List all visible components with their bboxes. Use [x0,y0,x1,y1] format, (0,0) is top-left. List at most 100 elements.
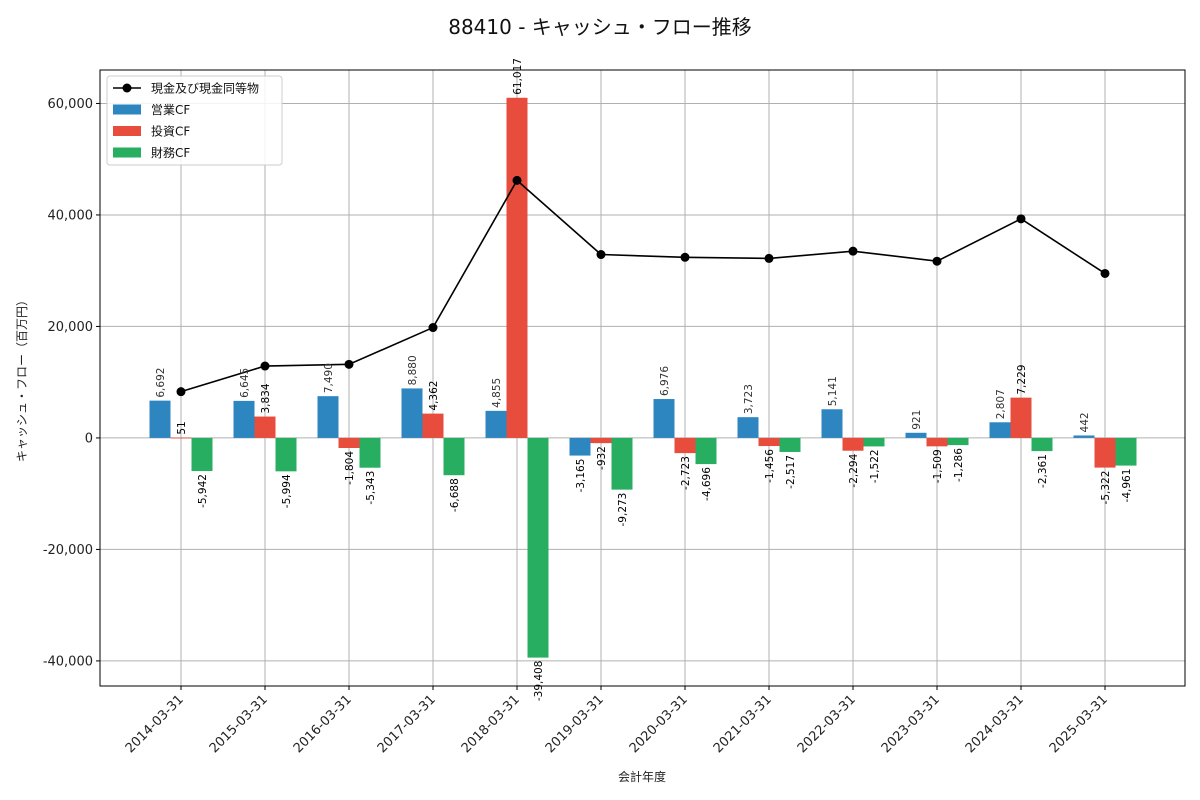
data-labels: 6,692 6,645 7,490 8,880 4,855 -3,165 6,976 3,72… [155,58,1133,701]
data-label: 4,855 [491,378,503,408]
data-label: 7,229 [1016,365,1028,395]
cash-line-point [428,323,438,333]
y-tick-label: 40,000 [48,208,94,223]
data-label: -1,804 [344,451,356,485]
x-tick-label: 2015-03-31 [207,692,271,756]
bar [527,437,549,658]
bar [443,437,465,476]
bar [926,437,948,447]
cash-line-point [260,361,270,371]
data-label: -2,723 [680,456,692,490]
bar [569,437,591,456]
data-label: 2,807 [995,389,1007,419]
y-tick-label: 20,000 [48,320,94,335]
bar [170,437,192,439]
legend-box [106,75,283,166]
x-tick-label: 2017-03-31 [375,692,439,756]
bar [821,409,843,438]
x-tick-label: 2024-03-31 [963,692,1027,756]
bar [905,432,927,438]
data-label: -1,456 [764,449,776,483]
cash-line-point [176,387,186,397]
cash-line-point [1016,214,1026,224]
data-label: -2,294 [848,453,860,487]
data-label: 3,723 [743,384,755,414]
x-tick-label: 2018-03-31 [459,692,523,756]
y-axis-label: キャッシュ・フロー（百万円） [15,294,29,462]
cash-line-point [1100,268,1110,278]
data-label: 6,692 [155,368,167,398]
bar [863,437,885,447]
bar [653,399,675,438]
bars [149,97,1137,658]
data-label: -39,408 [533,661,545,702]
bar [1115,437,1137,466]
x-axis-label: 会計年度 [618,769,666,784]
data-label: 8,880 [407,355,419,385]
bar [758,437,780,447]
bar [233,400,255,438]
cash-line-point [512,175,522,185]
cash-line-point [680,252,690,262]
bar [359,437,381,468]
legend-marker [122,83,132,93]
bar [1031,437,1053,452]
bar [275,437,297,472]
cash-line-point [344,359,354,369]
x-tick-label: 2019-03-31 [543,692,607,756]
data-label: 3,834 [260,383,272,413]
data-label: -4,696 [701,467,713,501]
x-tick-label: 2014-03-31 [123,692,187,756]
data-label: -9,273 [617,493,629,527]
data-label: -2,517 [785,455,797,489]
x-tick-label: 2021-03-31 [711,692,775,756]
y-tick-label: 0 [85,431,93,446]
y-tick-label: -20,000 [43,543,93,558]
x-tick-label: 2023-03-31 [879,692,943,756]
legend-label: 現金及び現金同等物 [151,81,259,96]
data-label: -5,994 [281,474,293,508]
data-label: -932 [596,446,608,470]
bar [191,437,213,472]
bar [317,396,339,438]
cash-line-point [932,256,942,266]
bar [947,437,969,446]
bar [254,416,276,438]
data-label: -1,522 [869,449,881,483]
data-label: 442 [1079,412,1091,432]
data-label: -6,688 [449,478,461,512]
chart-title: 88410 - キャッシュ・フロー推移 [448,15,752,39]
data-label: -5,343 [365,471,377,505]
bar [674,437,696,454]
x-tick-label: 2020-03-31 [627,692,691,756]
bar [422,413,444,438]
legend-swatch [113,126,141,136]
plot-frame [99,69,1186,687]
y-tick-label: 60,000 [48,97,94,112]
bar [338,437,360,448]
x-tick-label: 2022-03-31 [795,692,859,756]
legend-label: 財務CF [151,145,190,160]
axes: -40,000 -20,000 0 20,000 40,000 60,000 2014-03… [43,97,1111,756]
y-tick-label: -40,000 [43,654,93,669]
data-label: 7,490 [323,363,335,393]
legend-label: 営業CF [151,103,190,117]
cash-line [176,175,1110,397]
bar [611,437,633,490]
x-tick-label: 2016-03-31 [291,692,355,756]
data-label: 61,017 [512,58,524,95]
bar [1073,435,1095,438]
bar [842,437,864,451]
bar [1010,397,1032,438]
legend-swatch [113,147,141,158]
bar [779,437,801,452]
bar [506,97,528,438]
data-label: -1,509 [932,449,944,483]
data-label: 6,976 [659,366,671,396]
cash-line-point [848,246,858,256]
cash-line-point [596,250,606,260]
bar [485,410,507,438]
bar [401,388,423,438]
